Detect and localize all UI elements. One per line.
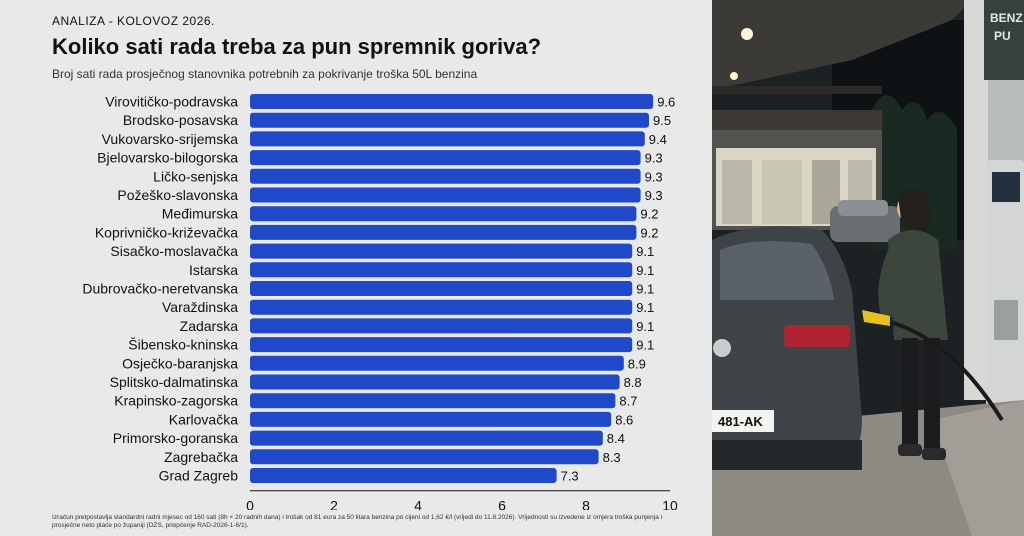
value-label: 9.1 bbox=[636, 244, 654, 259]
fuel-station-photo: BENZ PU 481-AK bbox=[712, 0, 1024, 536]
chart-subtitle: Broj sati rada prosječnog stanovnika pot… bbox=[52, 67, 478, 81]
bar bbox=[250, 411, 612, 427]
value-label: 9.4 bbox=[649, 132, 667, 147]
category-label: Požeško-slavonska bbox=[117, 187, 238, 203]
bar bbox=[250, 131, 645, 147]
footnote: Izračun pretpostavlja standardni radni m… bbox=[52, 514, 663, 529]
category-label: Brodsko-posavska bbox=[123, 112, 238, 128]
category-label: Krapinsko-zagorska bbox=[114, 393, 238, 409]
bar bbox=[250, 112, 649, 128]
bar bbox=[250, 430, 603, 446]
pump-sign-text: BENZ bbox=[990, 11, 1023, 25]
bar bbox=[250, 355, 624, 371]
category-label: Bjelovarsko-bilogorska bbox=[97, 150, 238, 166]
value-label: 7.3 bbox=[561, 469, 579, 484]
bar bbox=[250, 374, 620, 390]
value-label: 8.4 bbox=[607, 431, 625, 446]
bar bbox=[250, 206, 637, 222]
bar bbox=[250, 150, 641, 166]
bar bbox=[250, 281, 633, 296]
category-label: Zadarska bbox=[180, 318, 239, 334]
license-plate: 481-AK bbox=[718, 414, 763, 429]
x-tick-label: 4 bbox=[414, 498, 422, 510]
value-label: 8.3 bbox=[603, 450, 621, 465]
value-label: 9.1 bbox=[636, 300, 654, 315]
bar bbox=[250, 337, 633, 353]
value-label: 9.3 bbox=[645, 169, 663, 184]
bar bbox=[250, 468, 557, 483]
category-label: Šibensko-kninska bbox=[128, 337, 238, 353]
bar bbox=[250, 168, 641, 184]
bar bbox=[250, 318, 633, 334]
x-tick-label: 8 bbox=[582, 498, 590, 510]
photo-illustration: BENZ PU 481-AK bbox=[712, 0, 1024, 536]
category-label: Sisačko-moslavačka bbox=[110, 243, 238, 259]
bar bbox=[250, 243, 633, 259]
value-label: 9.3 bbox=[645, 151, 663, 166]
category-label: Međimurska bbox=[162, 206, 238, 222]
category-label: Koprivničko-križevačka bbox=[95, 224, 238, 240]
svg-text:PU: PU bbox=[994, 29, 1011, 43]
value-label: 8.9 bbox=[628, 356, 646, 371]
bar bbox=[250, 449, 599, 465]
bar bbox=[250, 393, 616, 409]
value-label: 9.1 bbox=[636, 338, 654, 353]
x-tick-label: 2 bbox=[330, 498, 338, 510]
value-label: 9.2 bbox=[640, 207, 658, 222]
value-label: 8.6 bbox=[615, 412, 633, 427]
bar bbox=[250, 224, 637, 240]
kicker-label: ANALIZA - KOLOVOZ 2026. bbox=[52, 14, 215, 28]
category-label: Varaždinska bbox=[162, 299, 238, 315]
bar-chart: Virovitičko-podravska 9.6 Brodsko-posavska… bbox=[82, 94, 678, 511]
category-label: Vukovarsko-srijemska bbox=[102, 131, 239, 147]
value-label: 8.8 bbox=[624, 375, 642, 390]
category-label: Grad Zagreb bbox=[159, 468, 239, 484]
category-label: Istarska bbox=[189, 262, 238, 278]
chart-title: Koliko sati rada treba za pun spremnik g… bbox=[52, 34, 542, 59]
category-label: Virovitičko-podravska bbox=[105, 94, 238, 110]
value-label: 9.3 bbox=[645, 188, 663, 203]
x-tick-label: 0 bbox=[246, 498, 254, 510]
category-label: Splitsko-dalmatinska bbox=[110, 374, 239, 390]
x-tick-label: 6 bbox=[498, 498, 506, 510]
value-label: 9.1 bbox=[636, 282, 654, 297]
category-label: Zagrebačka bbox=[164, 449, 238, 465]
category-label: Dubrovačko-neretvanska bbox=[82, 281, 238, 297]
category-label: Karlovačka bbox=[169, 411, 238, 427]
bar bbox=[250, 262, 633, 278]
value-label: 8.7 bbox=[619, 394, 637, 409]
value-label: 9.1 bbox=[636, 319, 654, 334]
bar bbox=[250, 187, 641, 203]
x-tick-label: 10 bbox=[662, 498, 678, 510]
category-label: Ličko-senjska bbox=[153, 168, 238, 184]
value-label: 9.2 bbox=[640, 225, 658, 240]
bar bbox=[250, 299, 633, 315]
category-label: Osječko-baranjska bbox=[122, 355, 238, 371]
value-label: 9.5 bbox=[653, 113, 671, 128]
bar bbox=[250, 94, 654, 109]
value-label: 9.6 bbox=[657, 95, 675, 110]
category-label: Primorsko-goranska bbox=[113, 430, 238, 446]
chart-panel: ANALIZA - KOLOVOZ 2026. Koliko sati rada… bbox=[52, 14, 678, 529]
value-label: 9.1 bbox=[636, 263, 654, 278]
